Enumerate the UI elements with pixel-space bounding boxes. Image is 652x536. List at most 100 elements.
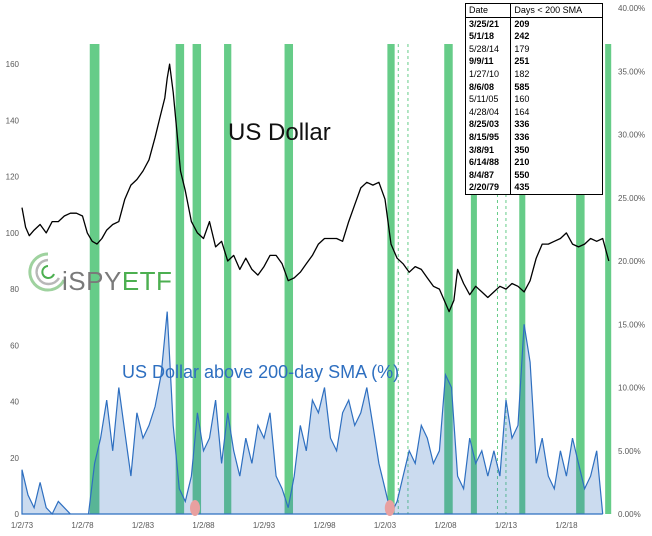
table-cell-days: 585 xyxy=(510,80,603,94)
table-row: 9/9/11 251 xyxy=(466,55,603,68)
left-tick-label: 40 xyxy=(10,398,19,407)
table-row: 5/11/05 160 xyxy=(466,93,603,106)
shaded-band-3 xyxy=(224,44,232,514)
table-row: 3/8/91 350 xyxy=(466,143,603,157)
table-cell-date: 3/25/21 xyxy=(469,18,500,29)
table-row: 8/25/03 336 xyxy=(466,118,603,131)
x-tick-label: 1/2/18 xyxy=(555,521,578,530)
table-cell-days: 164 xyxy=(510,105,603,119)
days-below-sma-table: Date Days < 200 SMA 3/25/21 209 5/1/18 242 5… xyxy=(465,3,603,195)
x-tick-label: 1/2/73 xyxy=(11,521,34,530)
sma-area-path xyxy=(21,311,604,516)
shaded-band-2 xyxy=(192,44,202,514)
right-tick-label: 25.00% xyxy=(618,194,645,203)
left-tick-label: 60 xyxy=(10,341,19,350)
shaded-band-4 xyxy=(284,44,294,514)
table-row: 6/14/88 210 xyxy=(466,156,603,169)
right-tick-label: 40.00% xyxy=(618,4,645,13)
right-tick-label: 5.00% xyxy=(618,447,641,456)
sma-series-title: US Dollar above 200-day SMA (%) xyxy=(122,362,399,382)
shaded-band-7 xyxy=(470,44,477,514)
x-tick-label: 1/2/78 xyxy=(71,521,94,530)
table-cell-days: 336 xyxy=(510,130,603,144)
right-tick-label: 15.00% xyxy=(618,320,645,329)
table-cell-days: 251 xyxy=(510,55,603,68)
red-markers xyxy=(190,500,395,516)
x-axis-tick-labels: 1/2/73 1/2/78 1/2/83 1/2/88 1/2/93 1/2/98 1/2/… xyxy=(11,521,578,530)
left-tick-label: 120 xyxy=(6,173,20,182)
red-marker-0 xyxy=(190,500,201,516)
table-cell-date: 1/27/10 xyxy=(469,68,500,79)
table-row: 4/28/04 164 xyxy=(466,105,603,119)
table-cell-days: 350 xyxy=(510,143,603,157)
sma-percent-series xyxy=(21,311,604,516)
red-marker-1 xyxy=(384,500,395,516)
right-tick-label: 10.00% xyxy=(618,384,645,393)
x-tick-label: 1/2/08 xyxy=(434,521,457,530)
table-cell-days: 435 xyxy=(510,181,603,195)
left-tick-label: 80 xyxy=(10,285,19,294)
table-row: 8/15/95 336 xyxy=(466,130,603,144)
shaded-band-5 xyxy=(387,44,395,514)
table-body: 3/25/21 209 5/1/18 242 5/28/14 179 9/9/11 251 1/… xyxy=(466,17,603,195)
right-tick-label: 30.00% xyxy=(618,131,645,140)
logo-swirl-icon xyxy=(28,252,66,292)
table-row: 5/1/18 242 xyxy=(466,30,603,43)
left-tick-label: 100 xyxy=(6,229,20,238)
table-cell-date: 9/9/11 xyxy=(469,56,494,67)
left-tick-label: 0 xyxy=(15,510,20,519)
table-cell-days: 210 xyxy=(510,156,603,169)
table-cell-date: 2/20/79 xyxy=(469,182,500,193)
x-tick-label: 1/2/88 xyxy=(192,521,215,530)
x-tick-label: 1/2/98 xyxy=(313,521,336,530)
shaded-band-1 xyxy=(175,44,185,514)
table-cell-date: 5/11/05 xyxy=(469,94,499,105)
table-cell-date: 8/4/87 xyxy=(469,169,495,180)
table-row: 8/4/87 550 xyxy=(466,168,603,182)
table-row: 8/6/08 585 xyxy=(466,80,603,94)
table-header-date: Date xyxy=(465,3,511,18)
logo-text-ispy: iSPY xyxy=(62,266,122,296)
table-cell-date: 3/8/91 xyxy=(469,144,495,155)
table-header-row: Date Days < 200 SMA xyxy=(465,3,603,18)
ispyetf-logo: iSPYETF xyxy=(28,248,172,304)
table-row: 5/28/14 179 xyxy=(466,42,603,56)
x-tick-label: 1/2/93 xyxy=(253,521,276,530)
table-cell-days: 242 xyxy=(510,30,603,43)
table-cell-date: 4/28/04 xyxy=(469,106,500,117)
table-row: 1/27/10 182 xyxy=(466,67,603,81)
left-tick-label: 20 xyxy=(10,454,19,463)
right-tick-label: 20.00% xyxy=(618,257,645,266)
table-cell-days: 182 xyxy=(510,67,603,81)
table-cell-date: 8/6/08 xyxy=(469,81,495,92)
table-cell-date: 5/1/18 xyxy=(469,31,495,42)
x-tick-label: 1/2/13 xyxy=(495,521,518,530)
us-dollar-title: US Dollar xyxy=(228,119,331,146)
table-header-days: Days < 200 SMA xyxy=(510,3,603,18)
left-axis-tick-labels: 0 20 40 60 80 100 120 140 160 xyxy=(6,60,20,519)
right-axis-tick-labels: 0.00% 5.00% 10.00% 15.00% 20.00% 25.00% 30.00%… xyxy=(618,4,645,519)
table-cell-date: 8/25/03 xyxy=(469,119,500,130)
table-cell-date: 6/14/88 xyxy=(469,157,500,168)
left-tick-label: 140 xyxy=(6,116,20,125)
table-cell-days: 160 xyxy=(510,93,603,106)
left-tick-label: 160 xyxy=(6,60,20,69)
us-dollar-series xyxy=(21,63,610,313)
x-tick-label: 1/2/03 xyxy=(374,521,397,530)
table-cell-date: 5/28/14 xyxy=(469,43,500,54)
right-tick-label: 0.00% xyxy=(618,510,641,519)
logo-text-etf: ETF xyxy=(121,266,173,296)
shaded-band-0 xyxy=(89,44,100,514)
table-row: 2/20/79 435 xyxy=(466,181,603,195)
table-row: 3/25/21 209 xyxy=(466,17,603,31)
x-tick-label: 1/2/83 xyxy=(132,521,155,530)
us-dollar-line xyxy=(21,63,610,313)
table-cell-days: 550 xyxy=(510,168,603,182)
table-cell-date: 8/15/95 xyxy=(469,131,500,142)
shaded-band-8 xyxy=(519,44,526,514)
logo-text: iSPYETF xyxy=(62,266,172,297)
shaded-band-6 xyxy=(444,44,453,514)
right-tick-label: 35.00% xyxy=(618,67,645,76)
table-cell-days: 209 xyxy=(510,17,603,31)
